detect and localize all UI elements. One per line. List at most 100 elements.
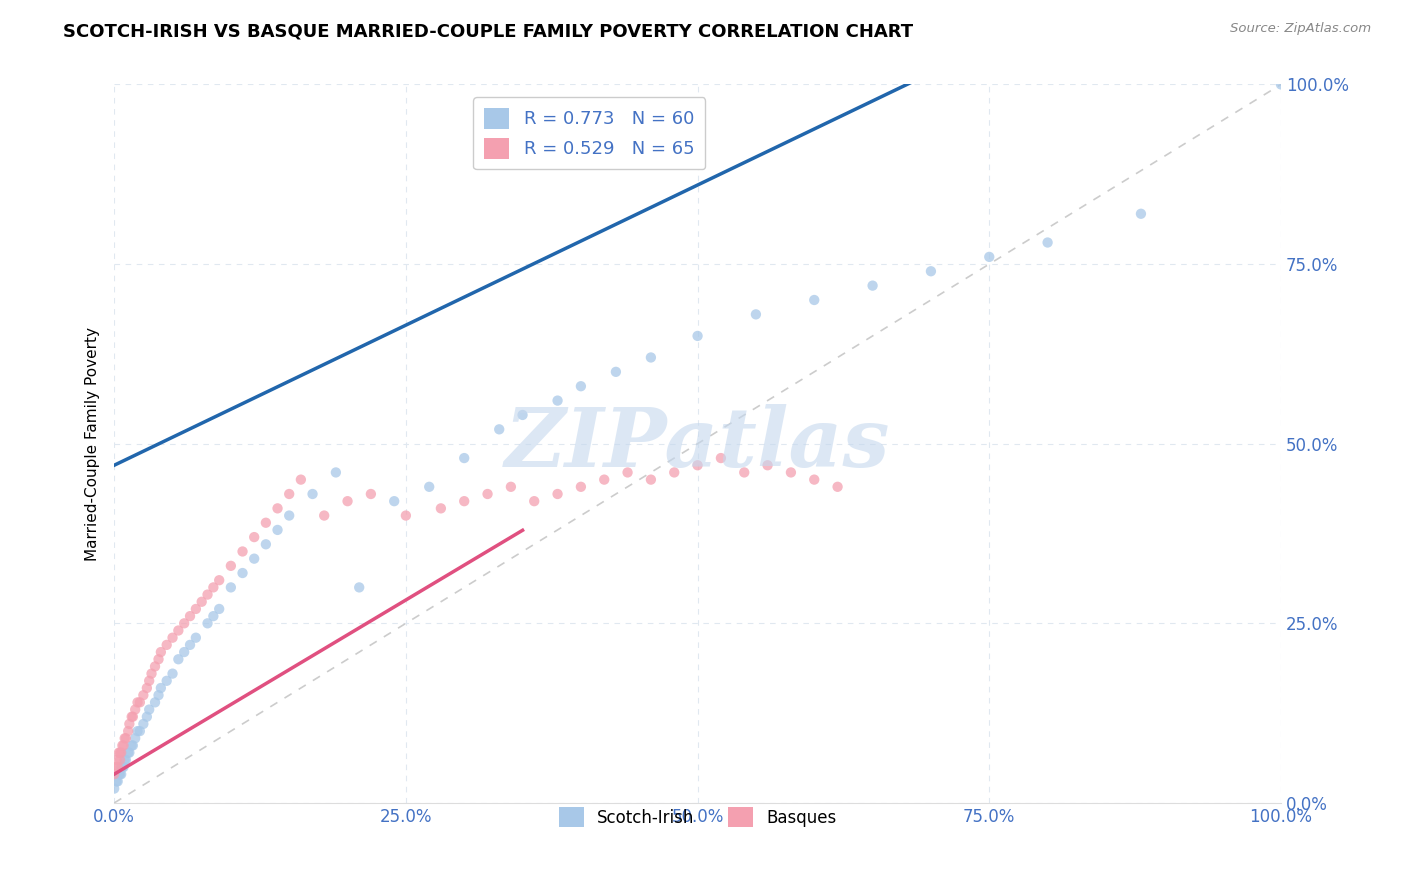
Text: SCOTCH-IRISH VS BASQUE MARRIED-COUPLE FAMILY POVERTY CORRELATION CHART: SCOTCH-IRISH VS BASQUE MARRIED-COUPLE FA…: [63, 22, 914, 40]
Point: [132, 717, 155, 731]
Point: [156, 673, 179, 688]
Point: [117, 746, 139, 760]
Point: [121, 710, 143, 724]
Point: [710, 451, 733, 466]
Text: ZIPatlas: ZIPatlas: [505, 404, 890, 483]
Point: [143, 695, 166, 709]
Point: [243, 530, 266, 544]
Point: [138, 702, 160, 716]
Point: [920, 264, 942, 278]
Point: [395, 508, 418, 523]
Point: [112, 760, 135, 774]
Point: [418, 480, 440, 494]
Point: [162, 666, 184, 681]
Point: [127, 695, 149, 709]
Point: [756, 458, 779, 473]
Point: [1036, 235, 1059, 250]
Point: [128, 695, 150, 709]
Point: [605, 365, 627, 379]
Point: [132, 688, 155, 702]
Point: [347, 581, 370, 595]
Point: [104, 760, 127, 774]
Point: [686, 329, 709, 343]
Point: [593, 473, 616, 487]
Point: [569, 379, 592, 393]
Point: [179, 609, 201, 624]
Point: [803, 473, 825, 487]
Point: [512, 408, 534, 422]
Point: [141, 666, 163, 681]
Point: [208, 573, 231, 587]
Point: [149, 645, 172, 659]
Point: [488, 422, 510, 436]
Point: [640, 473, 662, 487]
Point: [254, 537, 277, 551]
Point: [118, 746, 141, 760]
Point: [118, 717, 141, 731]
Point: [314, 508, 336, 523]
Point: [110, 760, 132, 774]
Point: [115, 753, 138, 767]
Point: [266, 523, 288, 537]
Point: [167, 624, 190, 638]
Point: [103, 781, 125, 796]
Point: [156, 638, 179, 652]
Point: [117, 724, 139, 739]
Point: [148, 688, 170, 702]
Point: [138, 673, 160, 688]
Point: [167, 652, 190, 666]
Point: [124, 731, 146, 746]
Point: [108, 746, 131, 760]
Point: [219, 558, 242, 573]
Point: [745, 307, 768, 321]
Point: [278, 508, 301, 523]
Point: [862, 278, 884, 293]
Point: [202, 581, 225, 595]
Point: [1270, 78, 1292, 92]
Point: [664, 466, 686, 480]
Point: [148, 652, 170, 666]
Point: [453, 451, 475, 466]
Point: [231, 566, 253, 580]
Point: [569, 480, 592, 494]
Point: [979, 250, 1001, 264]
Point: [231, 544, 253, 558]
Point: [733, 466, 755, 480]
Point: [110, 746, 132, 760]
Point: [780, 466, 803, 480]
Point: [143, 659, 166, 673]
Point: [184, 631, 207, 645]
Point: [219, 581, 242, 595]
Point: [197, 588, 219, 602]
Point: [290, 473, 312, 487]
Point: [184, 602, 207, 616]
Point: [127, 724, 149, 739]
Point: [135, 710, 157, 724]
Point: [382, 494, 405, 508]
Point: [190, 595, 212, 609]
Point: [115, 731, 138, 746]
Point: [173, 645, 195, 659]
Text: Source: ZipAtlas.com: Source: ZipAtlas.com: [1230, 22, 1371, 36]
Point: [254, 516, 277, 530]
Point: [103, 767, 125, 781]
Point: [336, 494, 359, 508]
Point: [616, 466, 638, 480]
Point: [121, 710, 143, 724]
Point: [243, 551, 266, 566]
Point: [124, 702, 146, 716]
Point: [108, 753, 131, 767]
Legend: Scotch-Irish, Basques: Scotch-Irish, Basques: [553, 800, 844, 834]
Point: [114, 731, 136, 746]
Point: [547, 487, 569, 501]
Point: [149, 681, 172, 695]
Point: [453, 494, 475, 508]
Point: [107, 774, 129, 789]
Point: [114, 753, 136, 767]
Point: [477, 487, 499, 501]
Point: [827, 480, 849, 494]
Point: [640, 351, 662, 365]
Point: [547, 393, 569, 408]
Y-axis label: Married-Couple Family Poverty: Married-Couple Family Poverty: [86, 326, 100, 561]
Point: [121, 739, 143, 753]
